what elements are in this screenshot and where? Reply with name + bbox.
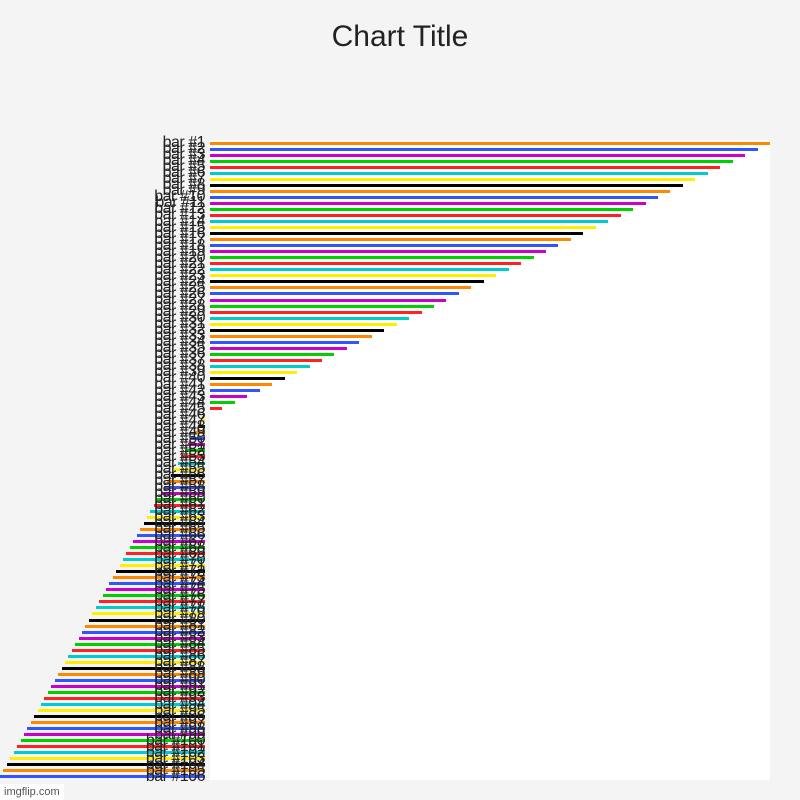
y-labels-area: bar #1bar #2bar #3bar #4bar #5bar #6bar … [0, 140, 205, 780]
bar [210, 184, 683, 187]
bar [210, 371, 297, 374]
bar [210, 190, 670, 193]
bar [210, 383, 272, 386]
plot-area [210, 140, 770, 780]
y-label: bar #106 [146, 769, 205, 785]
chart-title: Chart Title [0, 20, 800, 54]
bar [210, 341, 359, 344]
bar [210, 250, 546, 253]
bar [210, 256, 534, 259]
bar [210, 196, 658, 199]
bar [210, 377, 285, 380]
bar [210, 202, 646, 205]
bar [210, 274, 496, 277]
bar [210, 389, 260, 392]
bar [210, 232, 583, 235]
bar [210, 311, 422, 314]
bar [210, 166, 720, 169]
bar [210, 317, 409, 320]
bar [210, 335, 372, 338]
bar [210, 299, 446, 302]
bar [210, 208, 633, 211]
bar [210, 365, 310, 368]
bar [210, 286, 471, 289]
chart-canvas: Chart Title bar #1bar #2bar #3bar #4bar … [0, 0, 800, 800]
bar [210, 407, 222, 410]
bar [210, 359, 322, 362]
bar [210, 244, 558, 247]
bar [210, 323, 397, 326]
bar [210, 148, 758, 151]
bar [210, 214, 621, 217]
bar [210, 262, 521, 265]
bar [210, 154, 745, 157]
bar [210, 395, 247, 398]
bar [210, 178, 695, 181]
bar [210, 347, 347, 350]
bar [210, 305, 434, 308]
bar [210, 353, 334, 356]
bar [210, 238, 571, 241]
bar [210, 280, 484, 283]
bar [210, 268, 509, 271]
bar [210, 220, 608, 223]
bar [210, 401, 235, 404]
watermark: imgflip.com [0, 784, 64, 800]
bar [210, 226, 596, 229]
bar [210, 142, 770, 145]
bar [210, 292, 459, 295]
bar [210, 329, 384, 332]
bar [210, 160, 733, 163]
bar [210, 172, 708, 175]
